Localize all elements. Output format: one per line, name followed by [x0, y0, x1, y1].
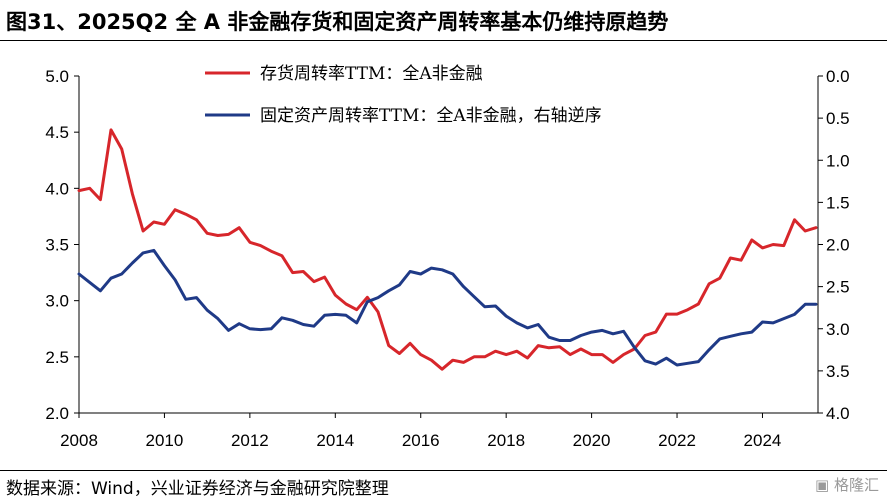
y-left-tick-label: 2.0 [45, 404, 69, 423]
y-left-tick-label: 3.5 [45, 236, 69, 255]
watermark-logo-icon: ▣ [815, 476, 830, 494]
series-line-inventory-turnover [77, 128, 818, 371]
chart-area: 5.0 4.5 4.0 3.5 3.0 2.5 2.0 0.0 0.5 1.0 1.5 2.0 2.5 3… [45, 64, 849, 450]
watermark-text: 格隆汇 [833, 476, 879, 494]
title-divider [0, 40, 887, 41]
legend-label-fixed-assets: 固定资产周转率TTM：全A非金融，右轴逆序 [260, 106, 602, 126]
x-tick-label: 2024 [744, 431, 782, 450]
series-layer [77, 128, 818, 371]
x-tick-label: 2008 [60, 431, 98, 450]
y-right-tick-label: 3.5 [826, 362, 850, 381]
legend-label-inventory: 存货周转率TTM：全A非金融 [260, 64, 483, 84]
y-left-tick-label: 2.5 [45, 348, 69, 367]
y-right-tick-label: 3.0 [826, 320, 850, 339]
y-right-tick-label: 1.5 [826, 193, 850, 212]
x-tick-label: 2012 [231, 431, 269, 450]
y-right-tick-label: 2.5 [826, 278, 850, 297]
axes: 5.0 4.5 4.0 3.5 3.0 2.5 2.0 0.0 0.5 1.0 1.5 2.0 2.5 3… [45, 67, 849, 450]
y-left-tick-label: 4.5 [45, 123, 69, 142]
y-right-tick-label: 1.0 [826, 151, 850, 170]
series-line-fixed-asset-turnover [77, 248, 818, 367]
y-left-tick-label: 4.0 [45, 179, 69, 198]
footer-divider [0, 470, 887, 471]
y-right-tick-label: 0.5 [826, 109, 850, 128]
x-tick-label: 2016 [402, 431, 440, 450]
x-tick-label: 2020 [573, 431, 611, 450]
x-tick-label: 2014 [316, 431, 354, 450]
y-left-tick-label: 3.0 [45, 292, 69, 311]
source-note: 数据来源：Wind，兴业证券经济与金融研究院整理 [6, 479, 389, 499]
watermark: ▣ 格隆汇 [815, 474, 879, 495]
chart-title: 图31、2025Q2 全 A 非金融存货和固定资产周转率基本仍维持原趋势 [6, 10, 669, 34]
y-right-tick-label: 0.0 [826, 67, 850, 86]
x-tick-label: 2010 [146, 431, 184, 450]
y-right-tick-label: 2.0 [826, 236, 850, 255]
y-left-tick-label: 5.0 [45, 67, 69, 86]
x-tick-label: 2022 [658, 431, 696, 450]
y-right-tick-label: 4.0 [826, 404, 850, 423]
x-tick-label: 2018 [487, 431, 525, 450]
